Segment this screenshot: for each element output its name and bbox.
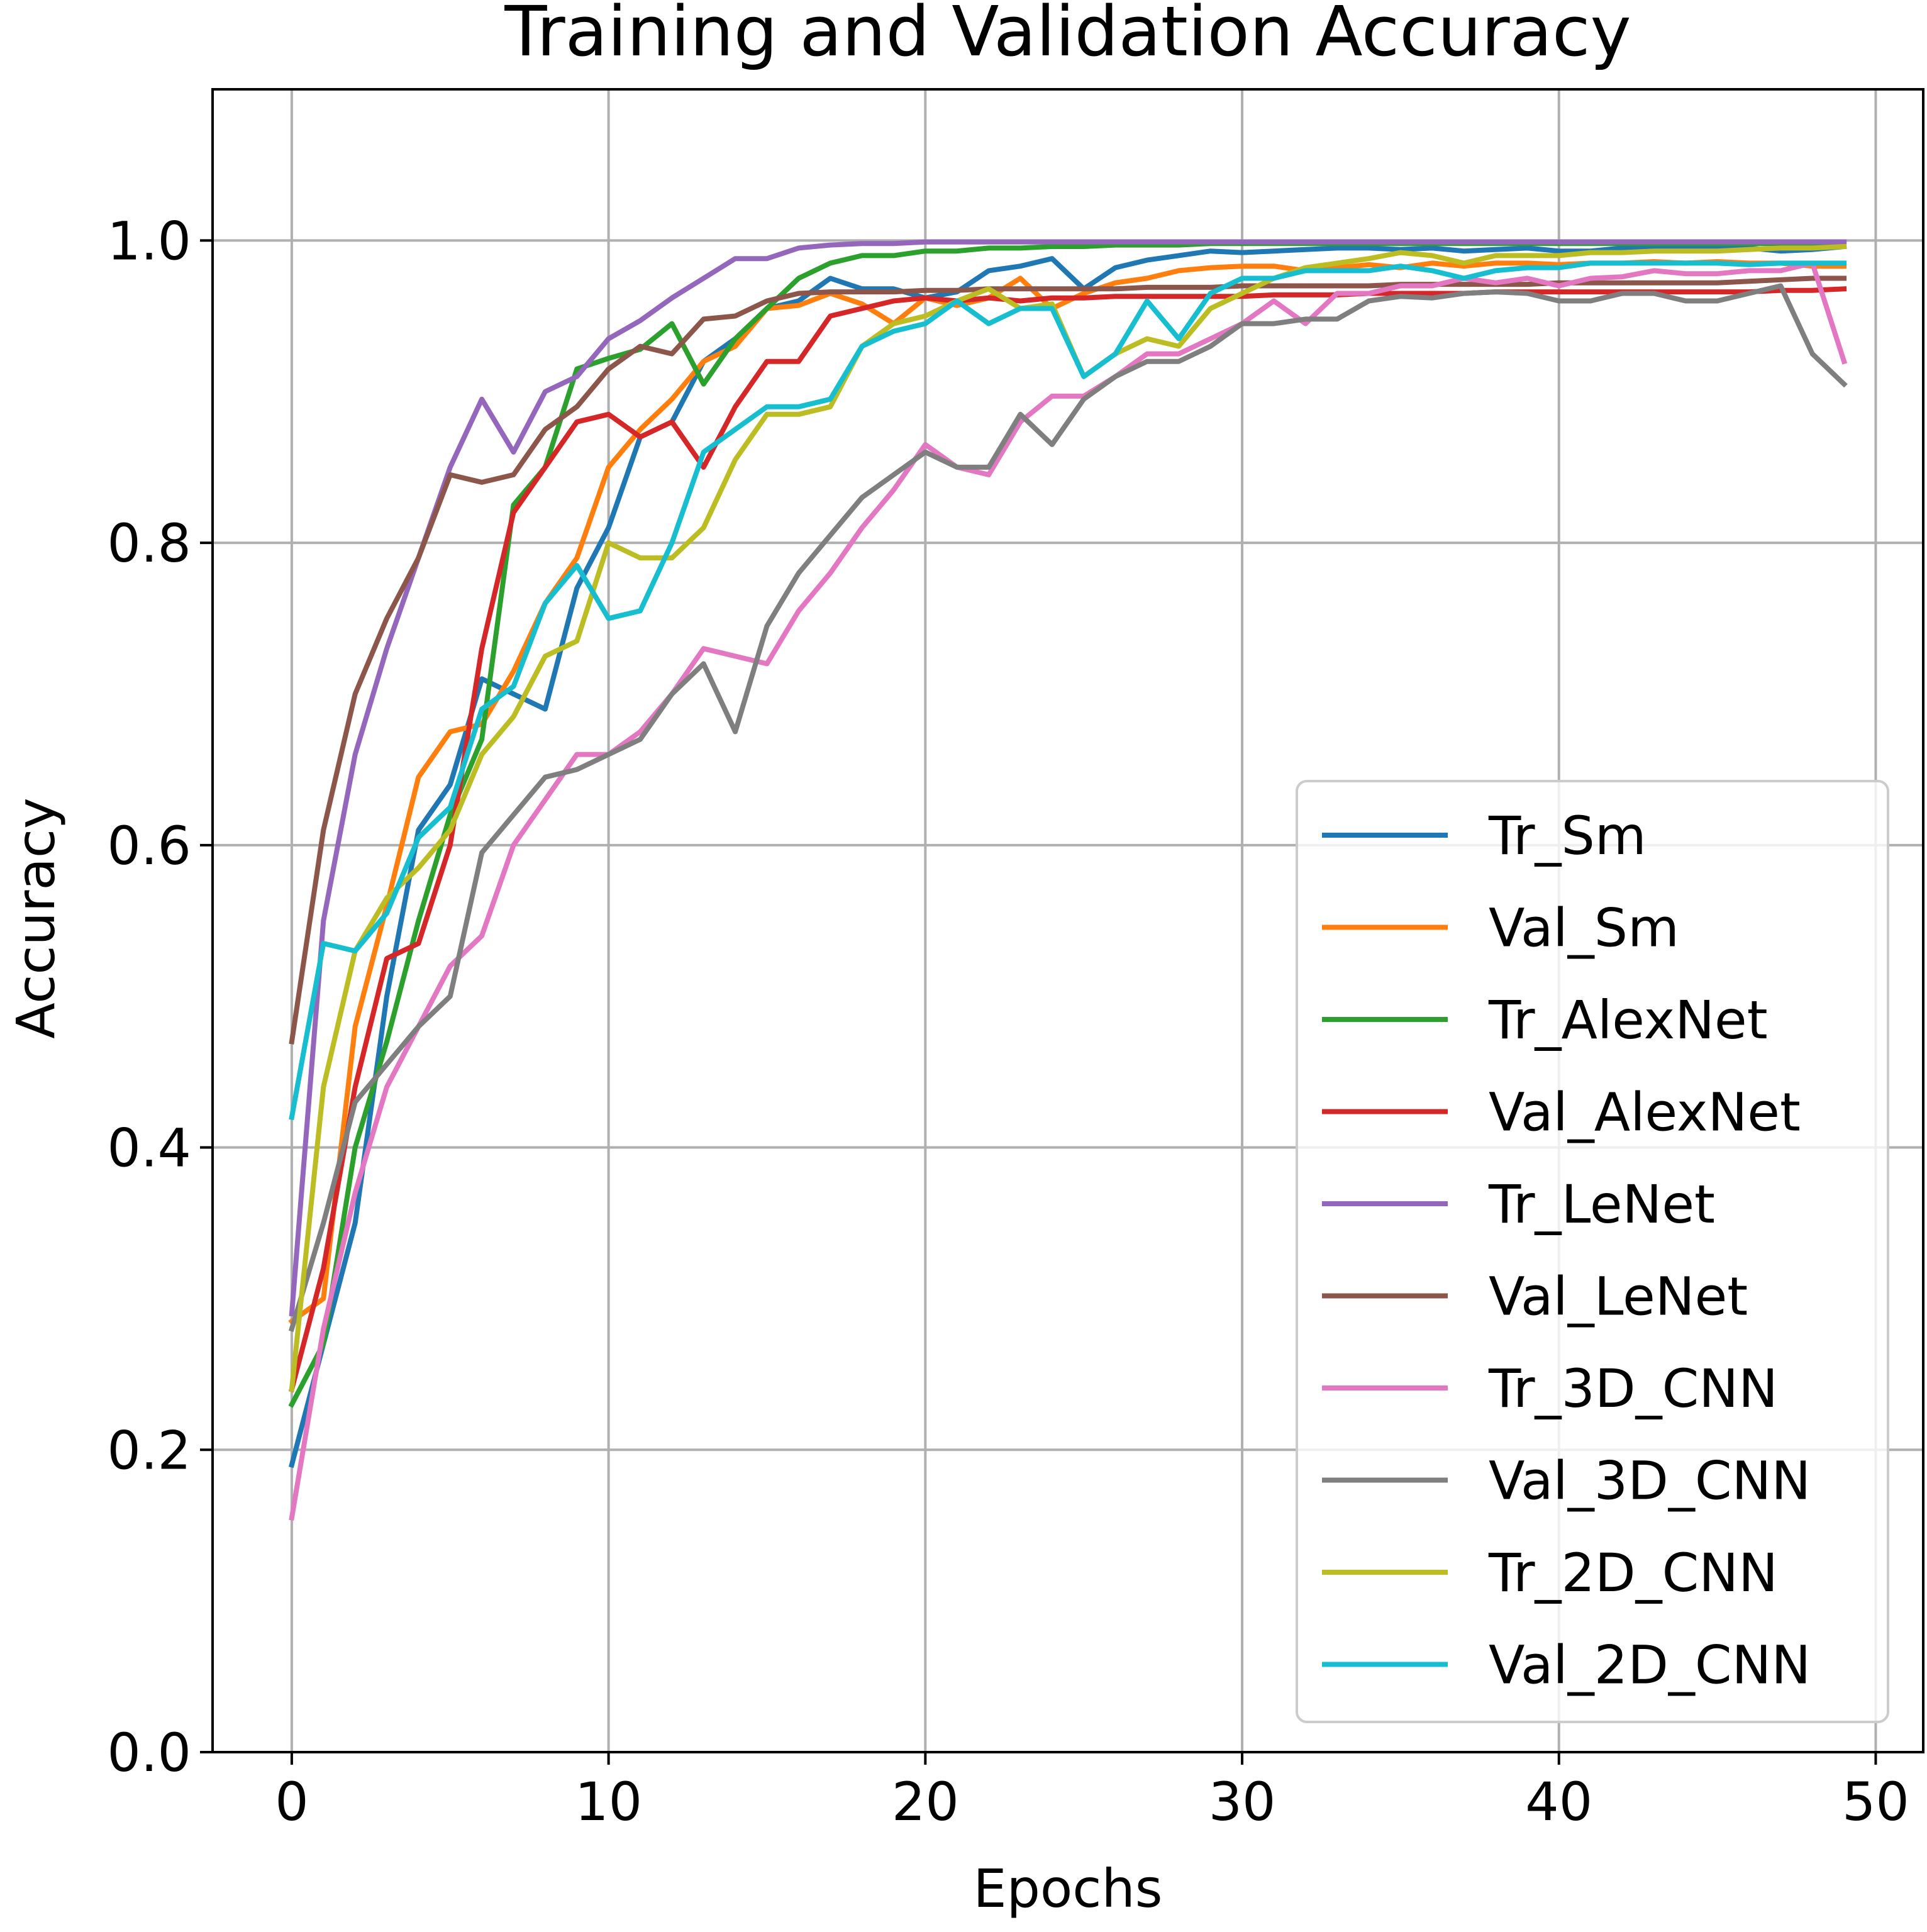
legend: Tr_Sm Val_Sm Tr_AlexNet Val_AlexNet Tr_LeNet… (1296, 780, 1889, 1723)
x-tick-label: 50 (1842, 1771, 1909, 1833)
legend-label: Val_Sm (1489, 897, 1679, 959)
series-line-tr-3d-cnn (289, 260, 1848, 1521)
legend-box (1296, 780, 1889, 1723)
legend-label: Tr_AlexNet (1488, 989, 1768, 1051)
legend-label: Tr_LeNet (1488, 1174, 1715, 1235)
y-tick-label: 0.2 (107, 1419, 191, 1481)
x-axis-label: Epochs (974, 1858, 1163, 1919)
x-tick-label: 20 (892, 1771, 959, 1833)
y-tick-label: 0.0 (107, 1722, 191, 1784)
legend-label: Val_LeNet (1489, 1266, 1748, 1328)
legend-label: Val_3D_CNN (1489, 1450, 1811, 1512)
series-line-val-lenet (289, 275, 1847, 1045)
legend-label: Tr_2D_CNN (1488, 1542, 1778, 1604)
legend-label: Tr_Sm (1488, 805, 1647, 867)
legend-label: Val_2D_CNN (1489, 1635, 1811, 1696)
x-tick-label: 0 (275, 1771, 308, 1833)
series-line-tr-lenet (289, 239, 1847, 1317)
y-axis-label: Accuracy (5, 797, 67, 1039)
x-tick-label: 40 (1525, 1771, 1592, 1833)
series-line-val-3d-cnn (288, 283, 1848, 1332)
y-tick-label: 0.6 (107, 815, 191, 877)
plot-frame (211, 88, 1924, 1753)
y-tick-label: 1.0 (107, 210, 191, 272)
series-line-val-2d-cnn (289, 260, 1847, 1121)
x-tick-label: 10 (575, 1771, 642, 1833)
y-tick-label: 0.8 (107, 513, 191, 574)
legend-label: Val_AlexNet (1489, 1082, 1801, 1143)
chart-title: Training and Validation Accuracy (504, 0, 1631, 72)
series-line-val-alexnet (289, 286, 1847, 1392)
y-tick-label: 0.4 (107, 1118, 191, 1179)
axis-ticks: 0 10 20 30 40 50 0.0 0.2 0.4 0.6 0.8 1.0 (107, 210, 1909, 1833)
series-lines (288, 239, 1848, 1521)
legend-label: Tr_3D_CNN (1488, 1358, 1778, 1419)
x-tick-label: 30 (1209, 1771, 1276, 1833)
